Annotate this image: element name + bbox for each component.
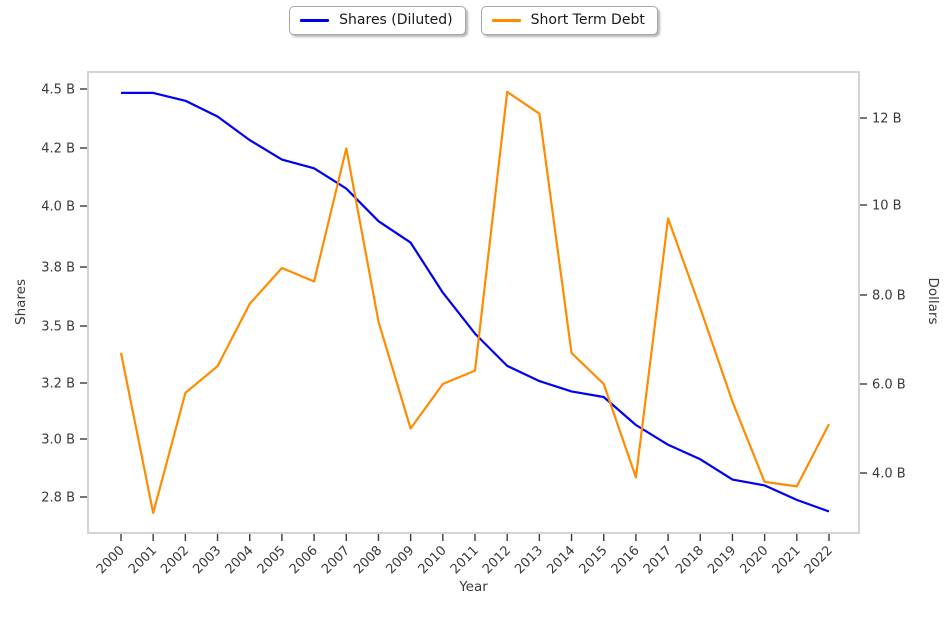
left-tick-label: 3.8 B [41, 261, 75, 276]
x-tick-label: 2014 [544, 543, 578, 577]
x-tick-label: 2012 [480, 543, 514, 577]
x-tick-label: 2018 [673, 543, 707, 577]
x-tick-label: 2005 [255, 543, 289, 577]
legend-label-shares: Shares (Diluted) [339, 12, 453, 28]
legend-line-swatch-debt [491, 18, 521, 22]
x-tick-label: 2019 [705, 543, 739, 577]
x-tick-label: 2011 [448, 543, 482, 577]
legend-item-shares: Shares (Diluted) [289, 6, 466, 35]
left-tick-label: 3.0 B [41, 433, 75, 448]
x-tick-label: 2002 [158, 543, 192, 577]
left-tick-label: 4.2 B [41, 142, 75, 157]
right-tick-label: 10 B [872, 199, 902, 214]
series-line-shares-diluted- [121, 91, 830, 513]
x-tick-label: 2007 [319, 543, 353, 577]
legend-line-swatch-shares [300, 18, 330, 22]
left-axis-title: Shares [13, 279, 29, 325]
chart-legend: Shares (Diluted) Short Term Debt [0, 6, 947, 35]
left-tick-label: 4.5 B [41, 83, 75, 98]
left-tick-label: 3.2 B [41, 377, 75, 392]
x-tick-label: 2013 [512, 543, 546, 577]
x-tick-label: 2010 [416, 543, 450, 577]
right-tick-label: 6.0 B [872, 378, 906, 393]
right-tick-label: 12 B [872, 112, 902, 127]
right-tick-label: 4.0 B [872, 467, 906, 482]
x-tick-label: 2015 [577, 543, 611, 577]
left-tick-label: 2.8 B [41, 491, 75, 506]
x-tick-label: 2006 [287, 543, 321, 577]
x-tick-label: 2001 [126, 543, 160, 577]
legend-item-short-term-debt: Short Term Debt [480, 6, 658, 35]
right-axis-title: Dollars [925, 277, 941, 324]
x-tick-label: 2004 [223, 543, 257, 577]
x-tick-label: 2020 [737, 543, 771, 577]
x-tick-label: 2000 [94, 543, 128, 577]
legend-label-short-term-debt: Short Term Debt [530, 12, 645, 28]
x-tick-label: 2021 [770, 543, 804, 577]
x-tick-label: 2003 [190, 543, 224, 577]
x-axis-title: Year [458, 579, 488, 595]
plot-border [87, 71, 860, 534]
series-line-short-term-debt [119, 90, 830, 515]
x-tick-label: 2009 [383, 543, 417, 577]
right-tick-label: 8.0 B [872, 289, 906, 304]
x-tick-label: 2008 [351, 543, 385, 577]
x-tick-label: 2017 [641, 543, 675, 577]
x-tick-label: 2016 [609, 543, 643, 577]
left-tick-label: 3.5 B [41, 320, 75, 335]
left-tick-label: 4.0 B [41, 200, 75, 215]
x-tick-label: 2022 [802, 543, 836, 577]
